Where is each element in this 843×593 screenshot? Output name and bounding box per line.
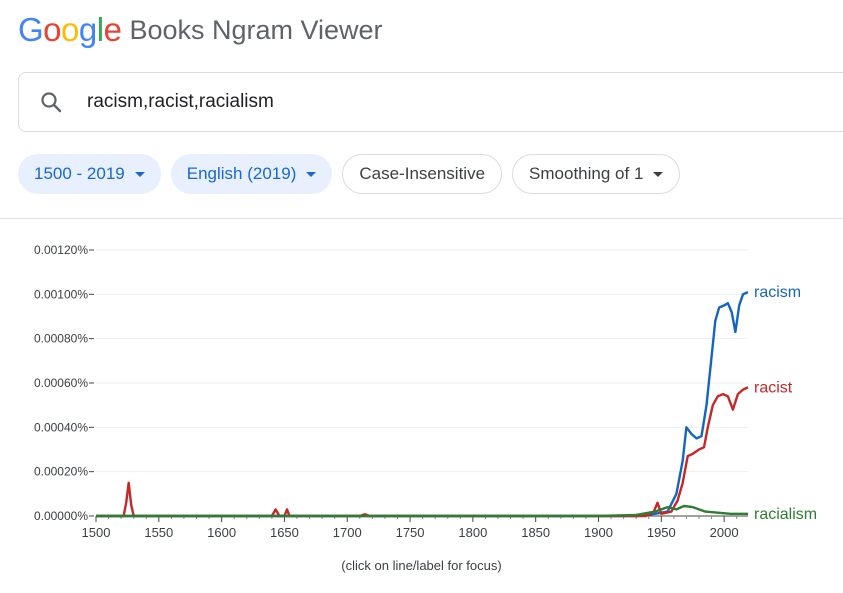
logo-letter: o xyxy=(61,11,79,48)
y-tick-label: 0.00120% xyxy=(34,243,88,257)
series-line-racialism[interactable] xyxy=(96,504,748,518)
caret-down-icon xyxy=(134,171,145,177)
logo-letter: o xyxy=(43,11,62,48)
x-tick-label: 1750 xyxy=(396,525,425,540)
y-tick-label: 0.00040% xyxy=(34,420,88,434)
chip-label: English (2019) xyxy=(186,164,297,183)
series-line-racist[interactable] xyxy=(96,386,749,518)
logo-letter: g xyxy=(78,11,97,48)
x-tick-label: 1900 xyxy=(584,525,613,540)
caret-down-icon xyxy=(306,171,317,177)
caret-down-icon xyxy=(653,171,664,177)
focus-hint: (click on line/label for focus) xyxy=(341,558,502,573)
x-tick-label: 1850 xyxy=(521,525,550,540)
x-tick-label: 1600 xyxy=(207,525,236,540)
series-label-racialism[interactable]: racialism xyxy=(754,506,817,523)
x-tick-label: 1800 xyxy=(458,525,487,540)
y-tick-label: 0.00080% xyxy=(34,332,88,346)
google-logo[interactable]: Google xyxy=(18,10,122,50)
search-icon[interactable] xyxy=(37,88,65,116)
corpus-chip[interactable]: English (2019) xyxy=(170,154,333,194)
x-tick-label: 1650 xyxy=(270,525,299,540)
x-tick-label: 1700 xyxy=(333,525,362,540)
case-insensitive-chip[interactable]: Case-Insensitive xyxy=(342,154,503,194)
y-tick-label: 0.00100% xyxy=(34,287,88,301)
chip-label: Case-Insensitive xyxy=(359,164,486,183)
product-name: Books Ngram Viewer xyxy=(129,15,383,45)
options-bar: 1500 - 2019 English (2019) Case-Insensitiv… xyxy=(18,154,681,194)
x-tick-label: 2000 xyxy=(710,525,739,540)
chip-label: Smoothing of 1 xyxy=(529,164,644,183)
x-tick-label: 1550 xyxy=(144,525,173,540)
search-input[interactable] xyxy=(85,90,689,114)
divider xyxy=(0,218,843,219)
y-tick-label: 0.00000% xyxy=(34,509,88,523)
y-tick-label: 0.00060% xyxy=(34,376,88,390)
x-tick-label: 1500 xyxy=(82,525,111,540)
header: Google Books Ngram Viewer xyxy=(18,10,383,50)
year-range-chip[interactable]: 1500 - 2019 xyxy=(18,154,161,194)
chip-label: 1500 - 2019 xyxy=(34,164,125,183)
series-line-racism[interactable] xyxy=(96,291,749,518)
search-box[interactable] xyxy=(18,72,843,132)
series-label-racism[interactable]: racism xyxy=(754,284,801,301)
smoothing-chip[interactable]: Smoothing of 1 xyxy=(512,154,681,194)
logo-letter: e xyxy=(103,11,122,48)
x-tick-label: 1950 xyxy=(647,525,676,540)
logo-letter: G xyxy=(18,11,44,48)
logo-letter: l xyxy=(96,11,104,48)
y-tick-label: 0.00020% xyxy=(34,465,88,479)
series-label-racist[interactable]: racist xyxy=(754,379,793,396)
ngram-chart[interactable]: 0.00000% 0.00020% 0.00040% 0.00060% 0.00080%… xyxy=(0,230,843,555)
